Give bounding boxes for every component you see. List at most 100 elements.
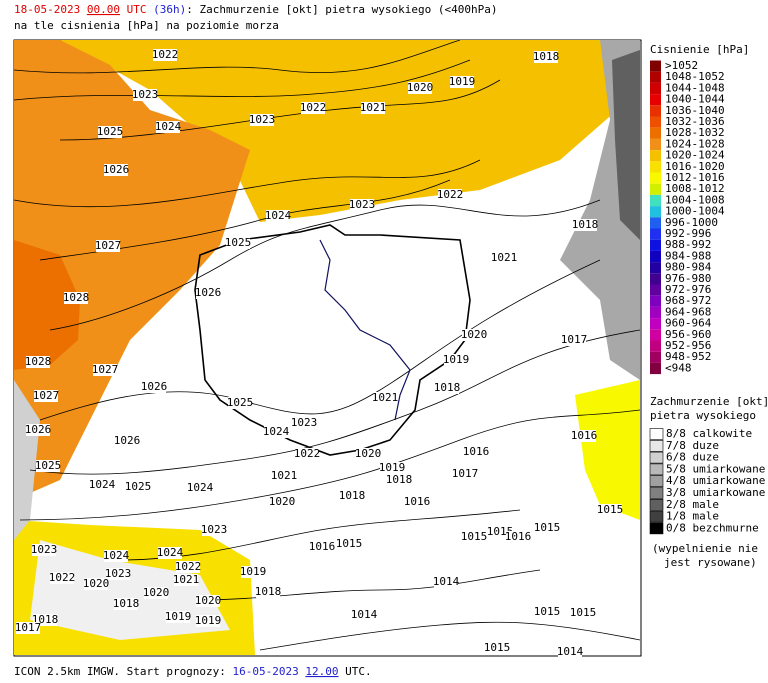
isobar-label-bg: [571, 607, 595, 619]
isobar-label: 1018: [533, 50, 560, 63]
isobar-label: 1023: [291, 416, 318, 429]
isobar-label-bg: [133, 89, 157, 101]
legend-swatch: [649, 522, 664, 535]
legend-swatch: [650, 138, 661, 151]
isobar-label: 1028: [25, 355, 52, 368]
isobar-label-bg: [166, 611, 190, 623]
isobar-label-bg: [250, 114, 274, 126]
isobar-label-bg: [408, 82, 432, 94]
isobar-label: 1025: [97, 125, 124, 138]
legend-swatch: [650, 172, 661, 184]
legend-label: 1048-1052: [665, 70, 725, 83]
legend-label: 1036-1040: [665, 104, 725, 117]
isobar-label: 1021: [372, 391, 399, 404]
isobar: [13, 159, 481, 208]
isobar-label-bg: [176, 561, 200, 573]
isobar-label-bg: [228, 397, 252, 409]
region-border: [319, 239, 411, 421]
isobar-label-bg: [444, 354, 468, 366]
legend-label: 0/8 bezchmurne: [666, 521, 759, 534]
legend-label: 1/8 male: [666, 510, 719, 523]
isobar-label: 1021: [491, 251, 518, 264]
legend-swatch: [650, 105, 661, 117]
legend-label: 1000-1004: [665, 205, 725, 218]
cloud-legend-title: pietra wysokiego: [650, 409, 756, 422]
isobar: [19, 409, 641, 521]
map-title: : Zachmurzenie [okt] pietra wysokiego (<…: [186, 3, 497, 16]
isobar-label-bg: [16, 622, 40, 634]
legend-label: 988-992: [665, 238, 711, 251]
isobar-label: 1015: [534, 605, 561, 618]
forecast-lead: (36h): [153, 3, 186, 16]
legend-label: 1012-1016: [665, 171, 725, 184]
isobar-label: 1024: [155, 120, 182, 133]
legend-label: 956-960: [665, 328, 711, 341]
isobar-label-bg: [373, 392, 397, 404]
legend-swatch: [650, 295, 661, 307]
legend-label: 996-1000: [665, 216, 718, 229]
isobar-label: 1020: [83, 577, 110, 590]
legend-label: 984-988: [665, 249, 711, 262]
isobar-label-bg: [562, 334, 586, 346]
isobar-label-bg: [450, 76, 474, 88]
isobar-label: 1014: [557, 645, 584, 658]
isobar-label: 1023: [349, 198, 376, 211]
isobar-label-bg: [90, 479, 114, 491]
legend-swatch: [649, 439, 664, 452]
legend-swatch: [650, 183, 661, 195]
legend-swatch: [650, 228, 661, 240]
isobar-label-bg: [272, 470, 296, 482]
isobar-label: 1017: [452, 467, 479, 480]
isobar-label: 1023: [201, 523, 228, 536]
map-area: [13, 39, 642, 657]
isobar-label: 1024: [263, 425, 290, 438]
cloud-fill: [14, 380, 40, 540]
isobar-label-bg: [144, 587, 168, 599]
isobar: [29, 329, 641, 475]
isobar-label: 1025: [35, 459, 62, 472]
isobar-label-bg: [158, 547, 182, 559]
isobar-label-bg: [356, 448, 380, 460]
isobar-label: 1027: [95, 239, 122, 252]
forecast-hour: 00.00: [87, 3, 120, 16]
isobar-label-bg: [380, 462, 404, 474]
isobar-label: 1022: [152, 48, 179, 61]
isobar-label-bg: [492, 252, 516, 264]
legend-swatch: [649, 463, 664, 476]
isobar-label: 1018: [386, 473, 413, 486]
isobar-label: 1023: [249, 113, 276, 126]
isobar-label-bg: [196, 615, 220, 627]
isobar-label-bg: [485, 642, 509, 654]
isobar-label: 1019: [165, 610, 192, 623]
isobar-label-bg: [405, 496, 429, 508]
isobar-label: 1020: [461, 328, 488, 341]
isobar-label-bg: [434, 576, 458, 588]
isobar-label-bg: [295, 448, 319, 460]
isobar-label-bg: [301, 102, 325, 114]
isobar-label: 1019: [240, 565, 267, 578]
isobar-label-bg: [598, 504, 622, 516]
legend-label: 952-956: [665, 339, 711, 352]
forecast-date: 18-05-2023: [14, 3, 80, 16]
isobar-label: 1023: [132, 88, 159, 101]
isobar-label-bg: [26, 356, 50, 368]
legend-swatch: [649, 428, 664, 440]
isobar-label-bg: [156, 121, 180, 133]
legend-swatch: [650, 239, 661, 251]
isobar-label-bg: [435, 382, 459, 394]
isobar-label-bg: [106, 568, 130, 580]
legend-swatch: [650, 217, 661, 229]
legend-label: 4/8 umiarkowane: [666, 474, 765, 487]
legend-swatch: [649, 498, 664, 511]
isobar-label: 1022: [437, 188, 464, 201]
legend-label: 1032-1036: [665, 115, 725, 128]
isobar-label-bg: [453, 468, 477, 480]
legend-label: 1004-1008: [665, 193, 725, 206]
legend-label: 960-964: [665, 317, 712, 330]
isobar: [13, 39, 461, 74]
isobar-label: 1016: [463, 445, 490, 458]
footer: ICON 2.5km IMGW. Start prognozy: 16-05-2…: [14, 665, 372, 678]
isobar-label-bg: [464, 446, 488, 458]
isobar-label: 1019: [379, 461, 406, 474]
